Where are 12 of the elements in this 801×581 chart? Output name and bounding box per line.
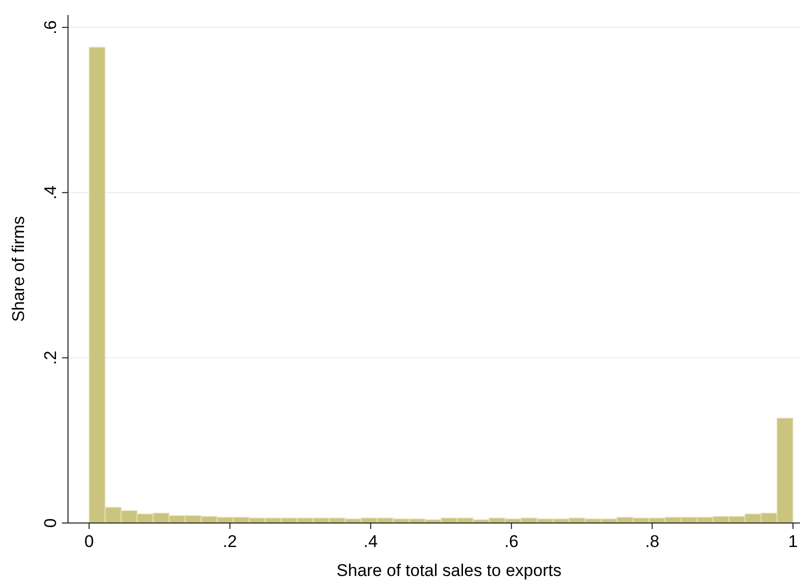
y-tick-label: .4 <box>41 186 60 200</box>
x-tick-label: .6 <box>504 532 519 551</box>
y-tick-label: .6 <box>41 20 60 34</box>
y-tick-label: .2 <box>41 350 60 365</box>
x-axis-title: Share of total sales to exports <box>336 561 562 580</box>
y-tick-label: 0 <box>41 518 60 528</box>
x-tick-label: .2 <box>222 532 237 551</box>
x-tick-label: .8 <box>645 532 660 551</box>
y-axis-title: Share of firms <box>9 216 28 322</box>
x-tick-label: .4 <box>364 532 378 551</box>
x-tick-label: 0 <box>84 532 94 551</box>
x-tick-label: 1 <box>788 532 798 551</box>
